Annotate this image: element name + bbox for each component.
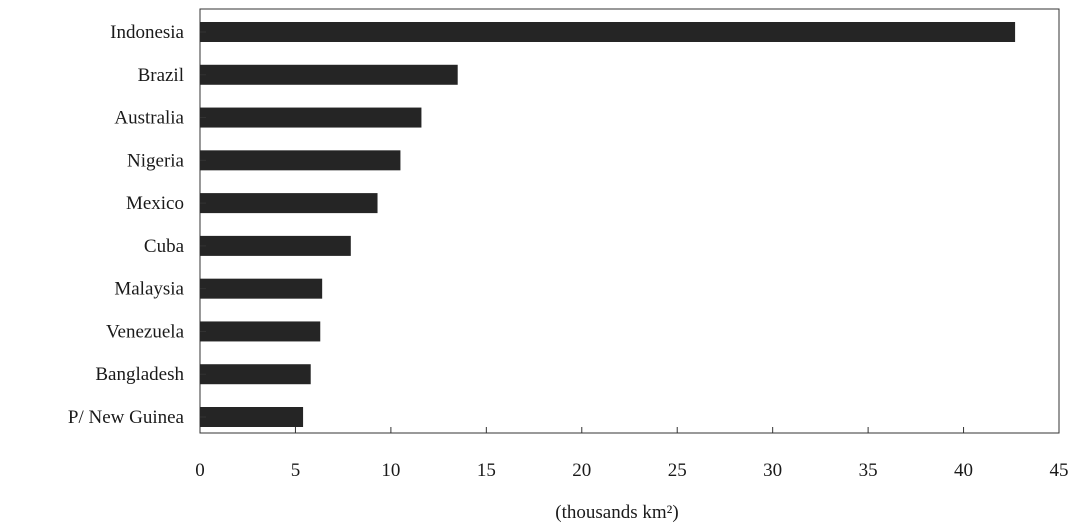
bar xyxy=(200,364,311,385)
category-label: Malaysia xyxy=(114,279,184,300)
bar xyxy=(200,150,401,171)
x-tick-label: 25 xyxy=(668,460,687,481)
x-tick-label: 30 xyxy=(763,460,782,481)
bar xyxy=(200,64,458,85)
x-axis-title: (thousands km²) xyxy=(555,502,678,523)
bar xyxy=(200,235,351,256)
category-label: Indonesia xyxy=(110,22,184,43)
x-tick-label: 0 xyxy=(195,460,205,481)
bar xyxy=(200,193,378,214)
category-label: Nigeria xyxy=(127,150,185,171)
category-label: Bangladesh xyxy=(95,364,184,385)
bar xyxy=(200,22,1016,42)
bar xyxy=(200,107,422,128)
x-tick-label: 20 xyxy=(572,460,591,481)
x-tick-label: 45 xyxy=(1050,460,1069,481)
bar xyxy=(200,407,304,427)
x-tick-label: 40 xyxy=(954,460,973,481)
category-labels: Indonesia Brazil Australia Nigeria Mexico Cub… xyxy=(68,22,206,428)
x-tick-label: 5 xyxy=(291,460,301,481)
x-axis-ticks: 0 5 10 15 20 25 30 35 40 45 xyxy=(195,427,1069,481)
x-tick-label: 10 xyxy=(381,460,400,481)
category-label: Australia xyxy=(114,108,184,129)
category-label: Brazil xyxy=(138,65,184,86)
bars xyxy=(200,22,1016,427)
bar xyxy=(200,321,321,342)
bar xyxy=(200,278,323,299)
x-tick-label: 35 xyxy=(859,460,878,481)
category-label: Mexico xyxy=(126,193,184,214)
category-label: Cuba xyxy=(144,236,185,257)
category-label: P/ New Guinea xyxy=(68,407,185,428)
category-label: Venezuela xyxy=(106,321,185,342)
x-tick-label: 15 xyxy=(477,460,496,481)
